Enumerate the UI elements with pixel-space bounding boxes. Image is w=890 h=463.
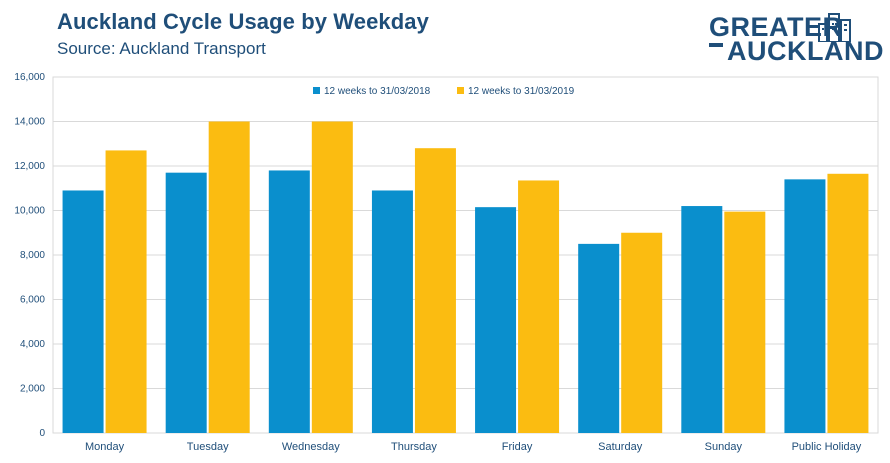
chart-subtitle: Source: Auckland Transport — [57, 39, 266, 58]
bar-series1 — [371, 190, 413, 433]
bar-series2 — [208, 121, 250, 433]
bar-series2 — [621, 232, 663, 433]
logo-line2: AUCKLAND — [727, 36, 884, 66]
city-buildings-icon — [818, 13, 851, 42]
bar-series2 — [827, 173, 869, 433]
x-tick-label: Friday — [502, 441, 533, 453]
bar-series1 — [681, 206, 723, 433]
x-tick-label: Thursday — [391, 441, 437, 453]
chart-title: Auckland Cycle Usage by Weekday — [57, 9, 429, 34]
bar-series1 — [62, 190, 104, 433]
y-tick-label: 12,000 — [14, 161, 45, 172]
y-tick-label: 0 — [39, 428, 45, 439]
x-tick-label: Wednesday — [282, 441, 340, 453]
bar-series2 — [518, 180, 560, 433]
logo-accent-bar — [709, 43, 723, 47]
y-tick-label: 10,000 — [14, 206, 45, 217]
bar-series1 — [475, 207, 517, 433]
legend-label: 12 weeks to 31/03/2019 — [468, 86, 575, 97]
legend-swatch — [313, 87, 320, 94]
bar-series2 — [105, 150, 147, 434]
y-tick-label: 6,000 — [20, 295, 45, 306]
bar-series1 — [784, 179, 826, 433]
bar-series2 — [311, 121, 353, 433]
y-tick-label: 16,000 — [14, 72, 45, 83]
bar-series1 — [578, 243, 620, 433]
bar-series2 — [414, 148, 456, 433]
greater-auckland-logo: GREATER AUCKLAND — [705, 10, 883, 68]
legend-label: 12 weeks to 31/03/2018 — [324, 86, 431, 97]
x-tick-label: Monday — [85, 441, 125, 453]
x-tick-label: Tuesday — [187, 441, 229, 453]
bar-series1 — [165, 172, 207, 434]
y-tick-label: 4,000 — [20, 339, 45, 350]
bar-series1 — [268, 170, 310, 433]
bar-series2 — [724, 211, 766, 433]
x-tick-label: Sunday — [705, 441, 743, 453]
y-tick-label: 8,000 — [20, 250, 45, 261]
y-tick-label: 14,000 — [14, 117, 45, 128]
legend-swatch — [457, 87, 464, 94]
y-tick-label: 2,000 — [20, 384, 45, 395]
x-tick-label: Saturday — [598, 441, 643, 453]
x-tick-label: Public Holiday — [792, 441, 862, 453]
